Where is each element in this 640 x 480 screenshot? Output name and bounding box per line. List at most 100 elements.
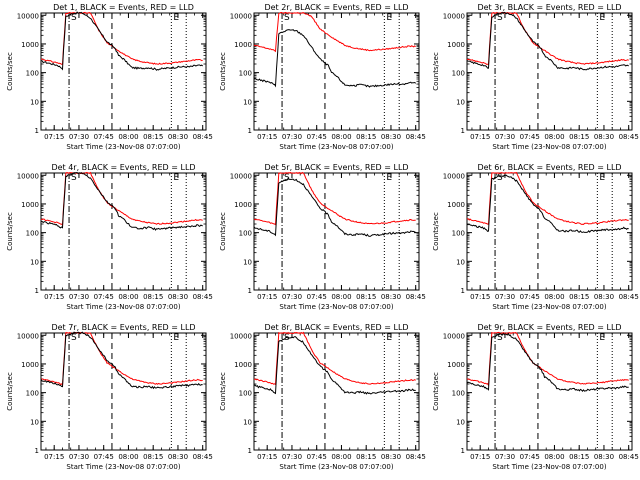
x-tick-label: 08:00: [118, 453, 138, 461]
y-tick-label: 1000: [234, 201, 252, 209]
detector-panel-3: Det 3r, BLACK = Events, RED = LLD 1 10 100 1…: [432, 3, 639, 151]
x-tick-label: 07:30: [495, 293, 515, 301]
x-tick-label: 08:00: [331, 293, 351, 301]
x-tick-label: 07:30: [282, 133, 302, 141]
marker-E: E: [386, 173, 392, 183]
x-tick-label: 07:30: [69, 453, 89, 461]
x-tick-label: 07:45: [94, 133, 114, 141]
x-tick-label: 08:45: [619, 133, 639, 141]
plot-frame: [253, 332, 420, 451]
plot-frame: [253, 12, 420, 131]
marker-S: S: [497, 173, 503, 183]
y-tick-label: 100: [26, 230, 39, 238]
detector-panel-6: Det 6r, BLACK = Events, RED = LLD 1 10 100 1…: [432, 163, 639, 311]
detector-panel-8: Det 8r, BLACK = Events, RED = LLD 1 10 100 1…: [219, 323, 426, 471]
events-series-line: [466, 332, 629, 392]
lld-series-line: [40, 171, 203, 227]
y-axis-label: Counts/sec: [432, 52, 440, 91]
detector-panel-7: Det 7r, BLACK = Events, RED = LLD 1 10 100 1…: [6, 323, 213, 471]
y-tick-label: 1000: [447, 361, 465, 369]
y-tick-label: 100: [26, 70, 39, 78]
y-tick-label: 1000: [234, 41, 252, 49]
y-tick-label: 1: [461, 447, 465, 455]
y-tick-label: 1: [248, 127, 252, 135]
detector-panel-9: Det 9r, BLACK = Events, RED = LLD 1 10 100 1…: [432, 323, 639, 471]
x-tick-label: 07:45: [520, 453, 540, 461]
x-tick-label: 07:30: [69, 293, 89, 301]
x-tick-label: 07:45: [520, 133, 540, 141]
marker-E: E: [599, 173, 605, 183]
panel-title: Det 2r, BLACK = Events, RED = LLD: [264, 3, 408, 12]
y-axis-label: Counts/sec: [432, 372, 440, 411]
x-tick-label: 08:30: [168, 453, 188, 461]
plot-frame: [253, 172, 420, 291]
panel-title: Det 1, BLACK = Events, RED = LLD: [53, 3, 194, 12]
y-tick-label: 10: [456, 418, 465, 426]
x-tick-label: 07:45: [520, 293, 540, 301]
y-axis-label: Counts/sec: [219, 212, 227, 251]
x-tick-label: 07:30: [495, 133, 515, 141]
marker-S: S: [71, 173, 77, 183]
lld-series-line: [40, 331, 203, 387]
x-tick-label: 08:30: [594, 293, 614, 301]
x-tick-label: 07:45: [307, 293, 327, 301]
x-axis-label: Start Time (23-Nov-08 07:07:00): [492, 303, 606, 311]
x-axis-label: Start Time (23-Nov-08 07:07:00): [66, 143, 180, 151]
y-tick-label: 10: [456, 258, 465, 266]
panel-title: Det 6r, BLACK = Events, RED = LLD: [477, 163, 621, 172]
y-tick-label: 100: [452, 390, 465, 398]
x-tick-label: 08:45: [619, 293, 639, 301]
marker-E: E: [386, 13, 392, 23]
events-series-line: [466, 174, 629, 233]
y-tick-label: 10000: [17, 332, 39, 340]
y-tick-label: 1: [461, 287, 465, 295]
x-tick-label: 07:30: [495, 453, 515, 461]
y-tick-label: 100: [452, 230, 465, 238]
marker-E: E: [173, 13, 179, 23]
events-series-line: [253, 29, 417, 88]
y-tick-label: 10000: [17, 172, 39, 180]
x-tick-label: 07:30: [69, 133, 89, 141]
x-tick-label: 07:15: [44, 293, 64, 301]
x-axis-label: Start Time (23-Nov-08 07:07:00): [279, 303, 393, 311]
detector-panel-5: Det 5r, BLACK = Events, RED = LLD 1 10 100 1…: [219, 163, 426, 311]
x-axis-label: Start Time (23-Nov-08 07:07:00): [66, 463, 180, 471]
x-tick-label: 07:15: [44, 453, 64, 461]
x-tick-label: 08:30: [381, 133, 401, 141]
y-axis-label: Counts/sec: [219, 372, 227, 411]
events-series-line: [40, 171, 203, 231]
y-tick-label: 10000: [443, 172, 465, 180]
lld-series-line: [254, 331, 416, 386]
plot-frame: [40, 12, 207, 131]
x-tick-label: 08:45: [193, 133, 213, 141]
y-tick-label: 100: [26, 390, 39, 398]
x-tick-label: 08:15: [143, 133, 163, 141]
lld-series-line: [466, 331, 629, 387]
y-tick-label: 10000: [17, 12, 39, 20]
y-axis-label: Counts/sec: [219, 52, 227, 91]
x-tick-label: 08:15: [356, 453, 376, 461]
x-tick-label: 07:15: [44, 133, 64, 141]
x-tick-label: 08:45: [193, 453, 213, 461]
panel-title: Det 7r, BLACK = Events, RED = LLD: [51, 323, 195, 332]
y-tick-label: 1: [35, 447, 39, 455]
plot-frame: [466, 12, 633, 131]
y-axis-label: Counts/sec: [6, 372, 14, 411]
x-tick-label: 08:00: [544, 133, 564, 141]
plot-frame: [466, 172, 633, 291]
x-tick-label: 08:00: [331, 453, 351, 461]
panel-title: Det 9r, BLACK = Events, RED = LLD: [477, 323, 621, 332]
panel-title: Det 8r, BLACK = Events, RED = LLD: [264, 323, 408, 332]
marker-S: S: [71, 333, 77, 343]
x-tick-label: 08:30: [381, 293, 401, 301]
x-tick-label: 08:00: [544, 293, 564, 301]
y-tick-label: 10000: [230, 172, 252, 180]
y-tick-label: 10: [243, 98, 252, 106]
x-tick-label: 08:30: [594, 453, 614, 461]
x-tick-label: 07:15: [257, 293, 277, 301]
x-tick-label: 07:15: [257, 453, 277, 461]
y-tick-label: 100: [239, 70, 252, 78]
y-tick-label: 1: [461, 127, 465, 135]
x-tick-label: 07:15: [257, 133, 277, 141]
y-tick-label: 10000: [230, 12, 252, 20]
